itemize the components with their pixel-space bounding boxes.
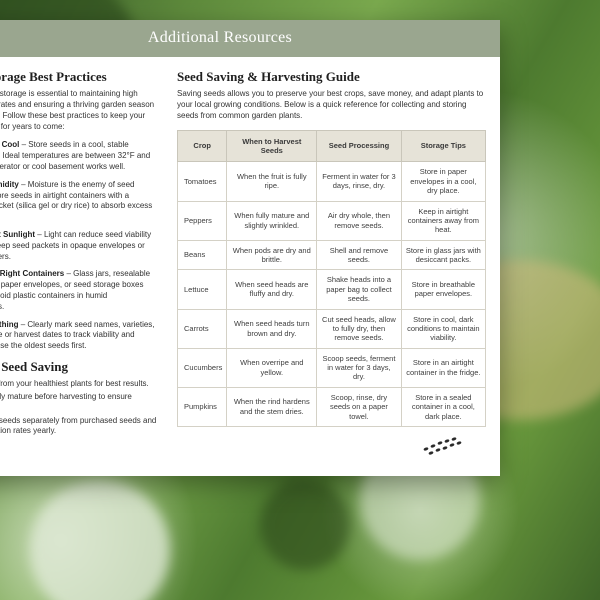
col-storage: Storage Tips	[401, 130, 485, 162]
left-column: Seed Storage Best Practices Proper seed …	[0, 69, 159, 462]
background-photo: Additional Resources Seed Storage Best P…	[0, 0, 600, 600]
table-header-row: Crop When to Harvest Seeds Seed Processi…	[178, 130, 486, 162]
seed-illustration-icon	[177, 427, 486, 463]
table-body: Tomatoes When the fruit is fully ripe. F…	[178, 162, 486, 427]
document-page: Additional Resources Seed Storage Best P…	[0, 20, 500, 476]
intro-guide: Saving seeds allows you to preserve your…	[177, 89, 486, 121]
table-row: Lettuce When seed heads are fluffy and d…	[178, 270, 486, 309]
bg-blob	[260, 480, 350, 570]
seed-saving-bullets: Save seeds from your healthiest plants f…	[0, 379, 159, 437]
tip-item: Avoid Direct Sunlight – Light can reduce…	[0, 230, 159, 262]
seed-table: Crop When to Harvest Seeds Seed Processi…	[177, 130, 486, 427]
table-row: Cucumbers When overripe and yellow. Scoo…	[178, 348, 486, 387]
intro-storage: Proper seed storage is essential to main…	[0, 89, 159, 132]
table-row: Beans When pods are dry and brittle. She…	[178, 240, 486, 270]
list-item: Save seeds from your healthiest plants f…	[0, 379, 159, 390]
tip-item: Choose the Right Containers – Glass jars…	[0, 269, 159, 312]
table-row: Tomatoes When the fruit is fully ripe. F…	[178, 162, 486, 201]
table-row: Pumpkins When the rind hardens and the s…	[178, 387, 486, 426]
col-harvest: When to Harvest Seeds	[227, 130, 317, 162]
storage-tips-list: Keep Seeds Cool – Store seeds in a cool,…	[0, 140, 159, 352]
col-processing: Seed Processing	[317, 130, 401, 162]
page-body: Seed Storage Best Practices Proper seed …	[0, 57, 500, 476]
col-crop: Crop	[178, 130, 227, 162]
right-column: Seed Saving & Harvesting Guide Saving se…	[177, 69, 486, 462]
list-item: Store saved seeds separately from purcha…	[0, 416, 159, 438]
heading-storage: Seed Storage Best Practices	[0, 69, 159, 85]
list-item: Let seeds fully mature before harvesting…	[0, 392, 159, 414]
table-row: Peppers When fully mature and slightly w…	[178, 201, 486, 240]
tip-item: Control Humidity – Moisture is the enemy…	[0, 180, 159, 223]
bg-blob	[30, 480, 170, 600]
table-row: Carrots When seed heads turn brown and d…	[178, 309, 486, 348]
heading-guide: Seed Saving & Harvesting Guide	[177, 69, 486, 85]
page-title: Additional Resources	[0, 20, 500, 57]
tip-item: Label Everything – Clearly mark seed nam…	[0, 320, 159, 352]
heading-tips: Tips for Seed Saving	[0, 359, 159, 375]
tip-item: Keep Seeds Cool – Store seeds in a cool,…	[0, 140, 159, 172]
